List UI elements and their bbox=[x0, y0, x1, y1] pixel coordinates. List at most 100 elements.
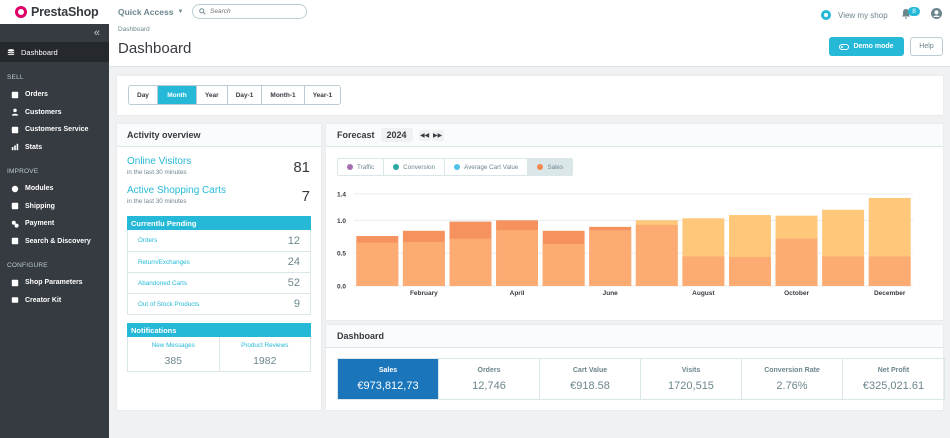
search-input[interactable] bbox=[210, 8, 300, 15]
sidebar-item-customers[interactable]: Customers bbox=[0, 104, 109, 122]
sidebar-item-customers-service[interactable]: Customers Service bbox=[0, 121, 109, 139]
page-title: Dashboard bbox=[118, 40, 192, 57]
bar-base bbox=[635, 224, 678, 286]
legend-label: Conversion bbox=[403, 163, 436, 171]
pending-header: Currentlu Pending bbox=[127, 216, 311, 230]
orders-icon bbox=[11, 91, 19, 99]
kpi-value: €973,812,73 bbox=[357, 379, 419, 392]
year-navigation: ◀◀ ▶▶ bbox=[418, 129, 444, 141]
period-year[interactable]: Year bbox=[196, 86, 228, 104]
x-tick-label: June bbox=[603, 290, 619, 297]
notifications-grid: New Messages 385 Product Reviews 1982 bbox=[127, 337, 311, 372]
search-box[interactable] bbox=[192, 4, 307, 19]
kpi-conversion-rate[interactable]: Conversion Rate 2.76% bbox=[742, 359, 843, 399]
sales-dot-icon bbox=[537, 164, 544, 170]
active-carts-value: 7 bbox=[301, 188, 310, 205]
period-day-1[interactable]: Day-1 bbox=[227, 86, 263, 104]
view-my-shop-link[interactable]: View my shop bbox=[821, 10, 888, 20]
legend-sales[interactable]: Sales bbox=[528, 159, 573, 175]
kpi-orders[interactable]: Orders 12,746 bbox=[439, 359, 540, 399]
forecast-chart: 0.0 0.5 1.0 1.4 February April June August Octob… bbox=[337, 192, 913, 297]
customer-service-icon bbox=[11, 126, 19, 134]
sidebar-item-stats[interactable]: Stats bbox=[0, 139, 109, 157]
notification-label: Product Reviews bbox=[241, 341, 289, 349]
demo-mode-label: Demo mode bbox=[853, 43, 894, 50]
notifications-badge[interactable]: 8 bbox=[908, 7, 920, 16]
next-year-icon[interactable]: ▶▶ bbox=[431, 129, 444, 141]
kpi-net-profit[interactable]: Net Profit €325,021.61 bbox=[843, 359, 944, 399]
search-discovery-icon bbox=[11, 237, 19, 245]
help-button[interactable]: Help bbox=[910, 37, 943, 56]
payment-icon bbox=[11, 220, 19, 228]
dashboard-kpi-title: Dashboard bbox=[326, 325, 943, 348]
sidebar-item-creator-kit[interactable]: Creator Kit bbox=[0, 292, 109, 310]
collapse-icon: « bbox=[93, 27, 100, 39]
activity-overview-card: Activity overview Online Visitors in the… bbox=[117, 124, 321, 410]
active-carts-label[interactable]: Active Shopping Carts bbox=[127, 185, 226, 196]
stats-icon bbox=[11, 143, 19, 151]
sidebar-item-dashboard[interactable]: Dashboard bbox=[0, 42, 109, 62]
toggle-icon bbox=[839, 43, 850, 50]
chart-legend: Traffic Conversion Average Cart Value Sa… bbox=[337, 158, 574, 176]
sidebar-item-search-discovery[interactable]: Search & Discovery bbox=[0, 233, 109, 251]
sidebar-item-label: Modules bbox=[25, 185, 54, 193]
period-month[interactable]: Month bbox=[157, 86, 197, 104]
pending-list: Orders 12 Return/Exchanges 24 Abandoned … bbox=[127, 230, 311, 315]
sidebar-item-label: Payment bbox=[25, 220, 55, 228]
y-tick-label: 0.0 bbox=[337, 284, 346, 291]
sidebar-item-label: Stats bbox=[25, 143, 43, 151]
sidebar-item-modules[interactable]: Modules bbox=[0, 180, 109, 198]
breadcrumb[interactable]: Dashboard bbox=[118, 26, 150, 33]
forecast-year: 2024 bbox=[380, 128, 413, 142]
legend-traffic[interactable]: Traffic bbox=[338, 159, 385, 175]
pending-returns-row[interactable]: Return/Exchanges 24 bbox=[128, 251, 310, 272]
sidebar-item-orders[interactable]: Orders bbox=[0, 86, 109, 104]
sidebar-item-label: Customers bbox=[25, 108, 62, 116]
pending-out-of-stock-row[interactable]: Out of Stock Products 9 bbox=[128, 293, 310, 314]
active-carts-metric: Active Shopping Carts in the last 30 min… bbox=[127, 185, 226, 205]
kpi-label: Conversion Rate bbox=[764, 366, 820, 374]
product-reviews-cell[interactable]: Product Reviews 1982 bbox=[218, 337, 311, 371]
dashboard-icon bbox=[7, 48, 15, 56]
demo-mode-button[interactable]: Demo mode bbox=[829, 37, 904, 56]
x-tick-label: December bbox=[874, 290, 906, 297]
sidebar-item-payment[interactable]: Payment bbox=[0, 215, 109, 233]
caret-down-icon: ▼ bbox=[177, 9, 184, 15]
y-tick-label: 1.4 bbox=[337, 192, 346, 199]
sidebar-item-shipping[interactable]: Shipping bbox=[0, 198, 109, 216]
y-tick-label: 0.5 bbox=[337, 251, 346, 258]
legend-conversion[interactable]: Conversion bbox=[384, 159, 446, 175]
previous-year-icon[interactable]: ◀◀ bbox=[418, 129, 431, 141]
shop-parameters-icon bbox=[11, 279, 19, 287]
online-visitors-label[interactable]: Online Visitors bbox=[127, 156, 192, 167]
period-day[interactable]: Day bbox=[129, 86, 158, 104]
pending-orders-row[interactable]: Orders 12 bbox=[128, 230, 310, 251]
kpi-value: €918.58 bbox=[570, 379, 610, 392]
quick-access-dropdown[interactable]: Quick Access ▼ bbox=[118, 7, 183, 17]
new-messages-cell[interactable]: New Messages 385 bbox=[128, 337, 219, 371]
pending-abandoned-carts-row[interactable]: Abandoned Carts 52 bbox=[128, 272, 310, 293]
activity-overview-title: Activity overview bbox=[117, 124, 321, 147]
period-month-1[interactable]: Month-1 bbox=[262, 86, 305, 104]
online-visitors-metric: Online Visitors in the last 30 minutes bbox=[127, 156, 191, 176]
legend-label: Traffic bbox=[357, 163, 375, 171]
legend-label: Average Cart Value bbox=[464, 163, 519, 171]
notification-value: 1982 bbox=[253, 354, 277, 367]
kpi-visits[interactable]: Visits 1720,515 bbox=[641, 359, 742, 399]
conversion-dot-icon bbox=[393, 164, 400, 170]
customers-icon bbox=[11, 108, 19, 116]
legend-average-cart-value[interactable]: Average Cart Value bbox=[445, 159, 529, 175]
user-avatar-icon[interactable] bbox=[931, 8, 942, 19]
kpi-sales[interactable]: Sales €973,812,73 bbox=[338, 359, 439, 399]
pending-value: 52 bbox=[287, 277, 300, 289]
sidebar-item-label: Shipping bbox=[25, 202, 55, 210]
bar-base bbox=[542, 243, 585, 286]
kpi-cart-value[interactable]: Cart Value €918.58 bbox=[540, 359, 641, 399]
prestashop-logo[interactable]: PrestaShop bbox=[0, 0, 109, 24]
sidebar-collapse-button[interactable]: « bbox=[0, 24, 109, 42]
bar-base bbox=[449, 238, 492, 286]
online-visitors-value: 81 bbox=[293, 159, 310, 176]
period-year-1[interactable]: Year-1 bbox=[304, 86, 341, 104]
sidebar-item-shop-parameters[interactable]: Shop Parameters bbox=[0, 274, 109, 292]
search-icon bbox=[199, 8, 206, 15]
